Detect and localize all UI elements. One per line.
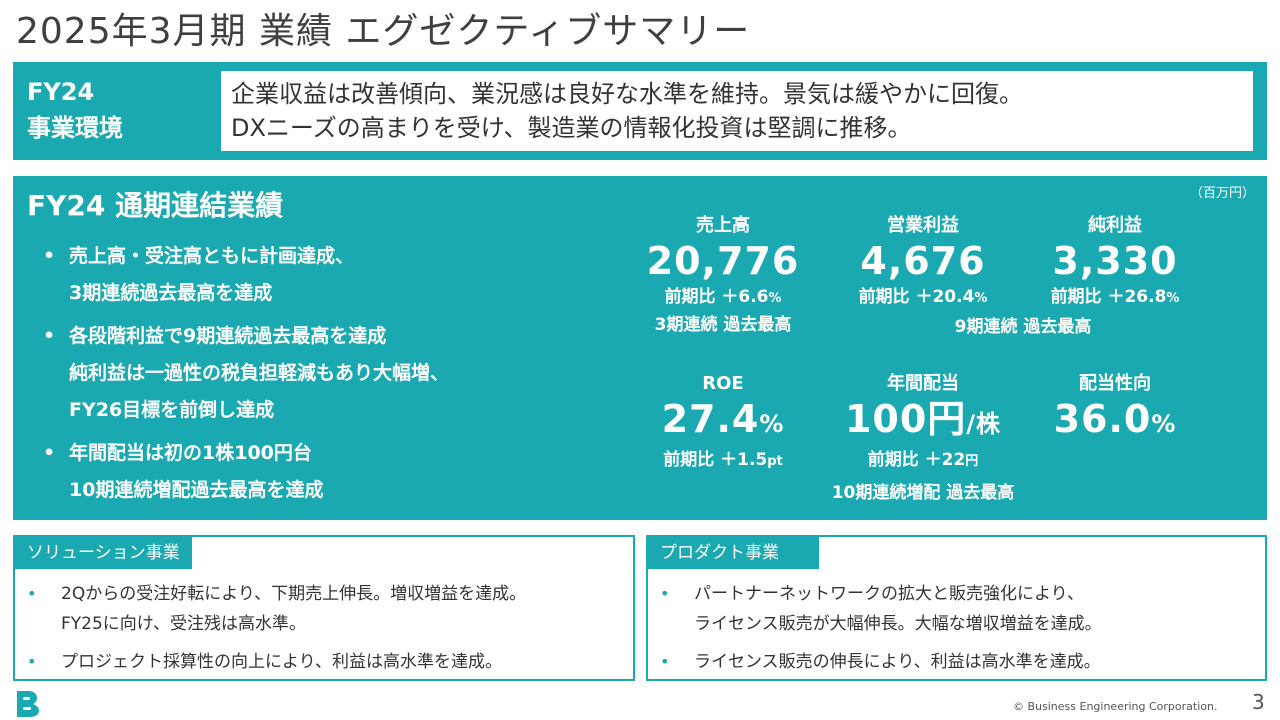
- metric-label: ROE: [702, 373, 744, 394]
- results-title: FY24 通期連結業績: [27, 189, 284, 222]
- copyright: © Business Engineering Corporation.: [1013, 700, 1218, 713]
- metric-label: 純利益: [1088, 215, 1142, 236]
- metric-value: 27.4%: [661, 397, 785, 441]
- bullet-icon: •: [660, 652, 670, 671]
- metric-value: 4,676: [860, 239, 986, 283]
- metric-yoy: 前期比 ＋22円: [867, 450, 979, 470]
- list-item: • パートナーネットワークの拡大と販売強化により、 ライセンス販売が大幅伸長。大…: [660, 579, 1102, 639]
- metric-label: 配当性向: [1079, 373, 1151, 394]
- list-item: • ライセンス販売の伸長により、利益は高水準を達成。: [660, 647, 1102, 677]
- solution-business-box: ソリューション事業 • 2Qからの受注好転により、下期売上伸長。増収増益を達成。…: [13, 535, 635, 681]
- bullet-line: 3期連続過去最高を達成: [69, 282, 273, 304]
- metric-payout-ratio: 配当性向 36.0%: [1015, 372, 1215, 447]
- bullet-line: 10期連続増配過去最高を達成: [69, 479, 324, 501]
- environment-text-line: 企業収益は改善傾向、業況感は良好な水準を維持。景気は緩やかに回復。: [231, 80, 1023, 108]
- metric-roe: ROE 27.4% 前期比 ＋1.5pt: [623, 372, 823, 475]
- environment-banner: FY24 事業環境 企業収益は改善傾向、業況感は良好な水準を維持。景気は緩やかに…: [13, 62, 1267, 160]
- list-item: • 2Qからの受注好転により、下期売上伸長。増収増益を達成。 FY25に向け、受…: [27, 579, 526, 639]
- product-business-box: プロダクト事業 • パートナーネットワークの拡大と販売強化により、 ライセンス販…: [646, 535, 1267, 681]
- page-number: 3: [1252, 690, 1265, 714]
- bullet-icon: •: [43, 442, 56, 464]
- bullet-icon: •: [27, 584, 37, 603]
- results-bullet: • 年間配当は初の1株100円台 10期連続増配過去最高を達成: [43, 435, 603, 509]
- results-bullets: • 売上高・受注高ともに計画達成、 3期連続過去最高を達成 • 各段階利益で9期…: [43, 238, 603, 515]
- bullet-icon: •: [43, 245, 56, 267]
- bullet-line: 売上高・受注高ともに計画達成、: [69, 245, 355, 267]
- metric-operating-profit: 営業利益 4,676 前期比 ＋20.4%: [823, 214, 1023, 312]
- metric-value: 20,776: [646, 239, 800, 283]
- profit-record-note: 9期連続 過去最高: [954, 317, 1092, 337]
- environment-label: FY24 事業環境: [27, 74, 123, 146]
- metric-value: 3,330: [1052, 239, 1178, 283]
- unit-note: （百万円）: [1189, 186, 1255, 201]
- results-bullet: • 各段階利益で9期連続過去最高を達成 純利益は一過性の税負担軽減もあり大幅増、…: [43, 318, 603, 429]
- metric-label: 年間配当: [887, 373, 959, 394]
- metric-label: 営業利益: [887, 215, 959, 236]
- solution-business-list: • 2Qからの受注好転により、下期売上伸長。増収増益を達成。 FY25に向け、受…: [27, 579, 526, 685]
- metric-value: 100円/株: [844, 397, 1002, 441]
- b-logo-icon: [17, 691, 39, 717]
- environment-text-line: DXニーズの高まりを受け、製造業の情報化投資は堅調に推移。: [231, 114, 912, 142]
- list-item: • プロジェクト採算性の向上により、利益は高水準を達成。: [27, 647, 526, 677]
- bullet-line: 年間配当は初の1株100円台: [69, 442, 312, 464]
- bullet-icon: •: [660, 584, 670, 603]
- bullet-line: 純利益は一過性の税負担軽減もあり大幅増、: [69, 362, 450, 384]
- metric-dividend: 年間配当 100円/株 前期比 ＋22円: [823, 372, 1023, 475]
- metric-label: 売上高: [696, 215, 750, 236]
- environment-label-text: 事業環境: [27, 114, 123, 142]
- metric-net-profit: 純利益 3,330 前期比 ＋26.8%: [1015, 214, 1215, 312]
- environment-label-fy: FY24: [27, 78, 95, 106]
- bullet-line: 各段階利益で9期連続過去最高を達成: [69, 325, 387, 347]
- product-business-list: • パートナーネットワークの拡大と販売強化により、 ライセンス販売が大幅伸長。大…: [660, 579, 1102, 685]
- product-business-tag: プロダクト事業: [648, 537, 819, 569]
- bullet-icon: •: [43, 325, 56, 347]
- solution-business-tag: ソリューション事業: [15, 537, 192, 569]
- results-bullet: • 売上高・受注高ともに計画達成、 3期連続過去最高を達成: [43, 238, 603, 312]
- page-title: 2025年3月期 業績 エグゼクティブサマリー: [16, 11, 751, 52]
- metric-yoy: 前期比 ＋1.5pt: [663, 450, 783, 470]
- metric-note: 3期連続 過去最高: [654, 315, 792, 335]
- metric-value: 36.0%: [1053, 397, 1177, 441]
- dividend-record-note: 10期連続増配 過去最高: [831, 483, 1015, 503]
- metric-yoy: 前期比 ＋6.6%: [664, 287, 782, 307]
- metric-sales: 売上高 20,776 前期比 ＋6.6% 3期連続 過去最高: [623, 214, 823, 338]
- metric-yoy: 前期比 ＋26.8%: [1050, 287, 1180, 307]
- results-panel: FY24 通期連結業績 （百万円） • 売上高・受注高ともに計画達成、 3期連続…: [13, 176, 1267, 520]
- environment-summary: 企業収益は改善傾向、業況感は良好な水準を維持。景気は緩やかに回復。 DXニーズの…: [221, 71, 1253, 151]
- bullet-icon: •: [27, 652, 37, 671]
- bullet-line: FY26目標を前倒し達成: [69, 399, 275, 421]
- metric-yoy: 前期比 ＋20.4%: [858, 287, 988, 307]
